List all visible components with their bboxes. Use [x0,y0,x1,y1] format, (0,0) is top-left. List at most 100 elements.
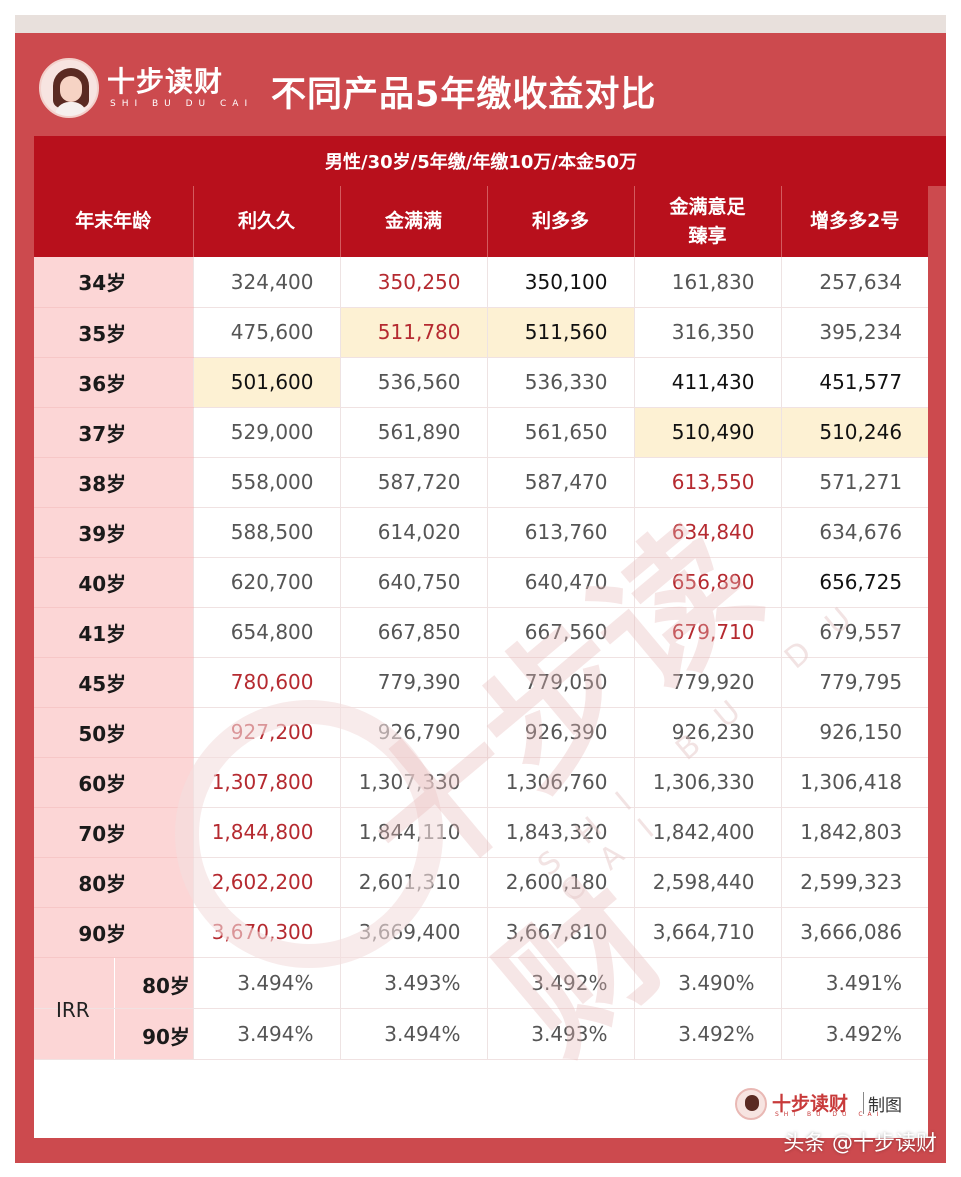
value-cell: 926,150 [780,707,929,758]
value-cell: 3,666,086 [780,907,929,958]
table-row: 80岁 2,602,200 2,601,310 2,600,180 2,598,440 2… [34,857,929,908]
age-label: 50岁 [78,721,127,746]
table-row: 90岁 3,670,300 3,669,400 3,667,810 3,664,710 3… [34,907,929,958]
side-tab [928,136,946,186]
value-cell: 161,830 [633,257,781,308]
value-cell: 779,050 [486,657,634,708]
age-cell: 38岁 [34,457,193,508]
table-row: 35岁 475,600 511,780 511,560 316,350 395,234 [34,307,929,358]
value-cell: 395,234 [780,307,929,358]
value-cell: 587,470 [486,457,634,508]
age-label: 41岁 [78,621,127,646]
value-cell: 511,560 [486,307,634,358]
age-cell: 90岁 [34,907,193,958]
value-cell: 1,842,400 [633,807,781,858]
age-label: 90岁 [78,921,127,946]
value-cell: 587,720 [339,457,487,508]
irr-value-cell: 3.494% [192,1008,340,1060]
age-cell: 41岁 [34,607,193,658]
value-cell: 1,306,330 [633,757,781,808]
value-cell: 411,430 [633,357,781,408]
value-cell: 561,650 [486,407,634,458]
irr-label-cell: 90岁 [34,1008,193,1060]
value-cell: 620,700 [192,557,340,608]
value-cell: 316,350 [633,307,781,358]
value-cell: 501,600 [192,357,340,408]
column-header: 年末年龄 [34,186,193,257]
age-cell: 80岁 [34,857,193,908]
value-cell: 780,600 [192,657,340,708]
value-cell: 3,664,710 [633,907,781,958]
value-cell: 679,557 [780,607,929,658]
value-cell: 561,890 [339,407,487,458]
age-cell: 36岁 [34,357,193,408]
page-title: 不同产品5年缴收益对比 [271,75,657,115]
table-row: 45岁 780,600 779,390 779,050 779,920 779,795 [34,657,929,708]
footer-source: 头条 @十步读财 [783,1131,937,1155]
column-header: 增多多2号 [780,186,929,257]
age-cell: 34岁 [34,257,193,308]
age-cell: 70岁 [34,807,193,858]
age-label: 37岁 [78,421,127,446]
table-row: 39岁 588,500 614,020 613,760 634,840 634,676 [34,507,929,558]
credit-logo-icon [735,1088,767,1120]
age-label: 80岁 [78,871,127,896]
value-cell: 558,000 [192,457,340,508]
age-label: 38岁 [78,471,127,496]
value-cell: 350,100 [486,257,634,308]
table-row: 50岁 927,200 926,790 926,390 926,230 926,150 [34,707,929,758]
value-cell: 1,306,760 [486,757,634,808]
table-row: 60岁 1,307,800 1,307,330 1,306,760 1,306,330 1… [34,757,929,808]
column-header: 利多多 [486,186,634,257]
value-cell: 613,760 [486,507,634,558]
irr-value-cell: 3.493% [486,1008,634,1060]
value-cell: 614,020 [339,507,487,558]
age-cell: 37岁 [34,407,193,458]
value-cell: 926,230 [633,707,781,758]
column-header: 金满满 [339,186,487,257]
value-cell: 779,390 [339,657,487,708]
value-cell: 257,634 [780,257,929,308]
value-cell: 679,710 [633,607,781,658]
credit-pinyin: SHI BU DU CAI [775,1111,884,1118]
value-cell: 324,400 [192,257,340,308]
value-cell: 1,842,803 [780,807,929,858]
header: 十步读财 SHI BU DU CAI 不同产品5年缴收益对比 [15,33,946,136]
table-row: 41岁 654,800 667,850 667,560 679,710 679,557 [34,607,929,658]
credit-brand: 十步读财 [772,1093,849,1115]
value-cell: 2,598,440 [633,857,781,908]
value-cell: 779,795 [780,657,929,708]
value-cell: 2,599,323 [780,857,929,908]
value-cell: 510,246 [780,407,929,458]
value-cell: 634,840 [633,507,781,558]
irr-label: IRR [56,997,90,1022]
value-cell: 640,470 [486,557,634,608]
irr-row: IRR 80岁 3.494% 3.493% 3.492% 3.490% 3.491% [34,957,929,1022]
age-label: 70岁 [78,821,127,846]
value-cell: 510,490 [633,407,781,458]
irr-label-cell: IRR 80岁 [34,957,193,1022]
column-header: 利久久 [192,186,340,257]
comparison-table: 男性/30岁/5年缴/年缴10万/本金50万 年末年龄 利久久 金满满 利多多 金满意足… [34,136,929,1060]
value-cell: 613,550 [633,457,781,508]
value-cell: 667,850 [339,607,487,658]
value-cell: 588,500 [192,507,340,558]
age-label: 35岁 [78,321,127,346]
table-row: 34岁 324,400 350,250 350,100 161,830 257,634 [34,257,929,308]
value-cell: 1,306,418 [780,757,929,808]
irr-value-cell: 3.490% [633,957,781,1009]
age-label: 45岁 [78,671,127,696]
irr-age-label: 80岁 [142,973,190,998]
value-cell: 656,890 [633,557,781,608]
value-cell: 475,600 [192,307,340,358]
irr-value-cell: 3.492% [780,1008,929,1060]
age-cell: 39岁 [34,507,193,558]
value-cell: 529,000 [192,407,340,458]
watermark-ring [175,700,443,968]
value-cell: 2,600,180 [486,857,634,908]
age-cell: 50岁 [34,707,193,758]
table-row: 38岁 558,000 587,720 587,470 613,550 571,271 [34,457,929,508]
irr-row: 90岁 3.494% 3.494% 3.493% 3.492% 3.492% [34,1008,929,1060]
age-cell: 60岁 [34,757,193,808]
value-cell: 571,271 [780,457,929,508]
